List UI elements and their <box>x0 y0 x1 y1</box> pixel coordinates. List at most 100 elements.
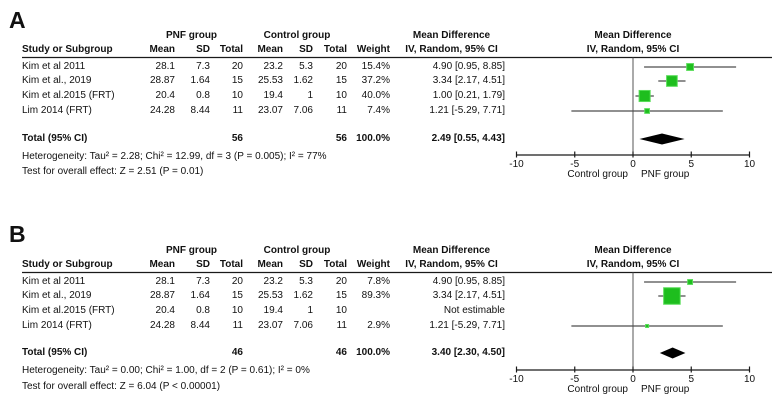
study-column-header: Study or Subgroup <box>22 44 113 55</box>
control-sd: 5.3 <box>299 61 313 72</box>
pnf-total: 15 <box>231 290 243 301</box>
table-row: Kim et al.2015 (FRT) 20.4 0.8 10 19.4 1 … <box>0 305 775 318</box>
pnf-sd: 8.44 <box>190 105 210 116</box>
heterogeneity-row: Heterogeneity: Tau² = 2.28; Chi² = 12.99… <box>0 151 775 164</box>
axis-tick-label: -10 <box>509 159 524 170</box>
pnf-total: 10 <box>231 305 243 316</box>
panel-b-group-header-row: PNF group Control group Mean Difference … <box>0 245 775 258</box>
pnf-sd: 7.3 <box>196 61 210 72</box>
weight-value: 37.2% <box>361 75 390 86</box>
table-row: Kim et al., 2019 28.87 1.64 15 25.53 1.6… <box>0 290 775 303</box>
control-sd: 1.62 <box>293 290 313 301</box>
table-row: Lim 2014 (FRT) 24.28 8.44 11 23.07 7.06 … <box>0 320 775 333</box>
md-ci-value: 1.21 [-5.29, 7.71] <box>429 105 505 116</box>
panel-a-column-header-row: Study or Subgroup Mean SD Total Mean SD … <box>0 44 775 57</box>
axis-tick-label: -10 <box>509 374 524 385</box>
md-ci-value: 4.90 [0.95, 8.85] <box>432 61 505 72</box>
axis-tick-label: 10 <box>744 159 756 170</box>
panel-a-group-header-row: PNF group Control group Mean Difference … <box>0 30 775 43</box>
panel-b-column-header-row: Study or Subgroup Mean SD Total Mean SD … <box>0 259 775 272</box>
md-column-header: Mean Difference <box>412 30 491 41</box>
favours-control-label: Control group <box>567 384 628 395</box>
ci-column-header: IV, Random, 95% CI <box>405 259 498 270</box>
heterogeneity-text: Heterogeneity: Tau² = 0.00; Chi² = 1.00,… <box>22 365 310 376</box>
pnf-mean: 28.87 <box>149 75 175 86</box>
axis-tick-label: 5 <box>688 374 694 385</box>
effect-square <box>663 287 681 305</box>
pnf-total: 11 <box>232 105 243 116</box>
total-weight: 100.0% <box>356 347 390 358</box>
weight-value: 2.9% <box>367 320 390 331</box>
table-row: Kim et al 2011 28.1 7.3 20 23.2 5.3 20 1… <box>0 61 775 74</box>
study-name: Lim 2014 (FRT) <box>22 320 92 331</box>
total-row: Total (95% CI) 56 56 100.0% 2.49 [0.55, … <box>0 133 775 146</box>
total-diamond <box>639 133 685 145</box>
heterogeneity-text: Heterogeneity: Tau² = 2.28; Chi² = 12.99… <box>22 151 327 162</box>
pnf-mean: 24.28 <box>149 105 175 116</box>
effect-square <box>645 324 650 328</box>
axis-tick-label: 0 <box>630 374 636 385</box>
control-total: 10 <box>335 90 347 101</box>
control-mean: 25.53 <box>257 75 283 86</box>
pnf-mean: 20.4 <box>155 90 175 101</box>
plot-header-line1: Mean Difference <box>594 30 672 41</box>
total-md-ci: 3.40 [2.30, 4.50] <box>431 347 505 358</box>
total-control-n: 56 <box>335 133 347 144</box>
mean1-column-header: Mean <box>149 44 175 55</box>
sd2-column-header: SD <box>299 44 313 55</box>
control-mean: 19.4 <box>263 90 283 101</box>
total1-column-header: Total <box>219 259 243 270</box>
study-name: Kim et al 2011 <box>22 61 86 72</box>
axis-group-labels: Control group PNF group <box>0 384 775 397</box>
plot-header-line2: IV, Random, 95% CI <box>586 44 680 55</box>
control-group-header: Control group <box>263 245 331 256</box>
weight-column-header: Weight <box>356 259 390 270</box>
heterogeneity-row: Heterogeneity: Tau² = 0.00; Chi² = 1.00,… <box>0 365 775 378</box>
pnf-sd: 8.44 <box>190 320 210 331</box>
total2-column-header: Total <box>323 44 347 55</box>
weight-value: 89.3% <box>361 290 390 301</box>
control-mean: 23.2 <box>263 61 283 72</box>
control-sd: 1 <box>307 305 313 316</box>
control-total: 20 <box>335 61 347 72</box>
axis-tick-label: 5 <box>688 159 694 170</box>
pnf-sd: 1.64 <box>190 75 210 86</box>
pnf-total: 10 <box>231 90 243 101</box>
pnf-mean: 28.1 <box>155 61 175 72</box>
pnf-total: 20 <box>231 276 243 287</box>
mean1-column-header: Mean <box>149 259 175 270</box>
sd2-column-header: SD <box>299 259 313 270</box>
control-mean: 23.07 <box>257 105 283 116</box>
weight-column-header: Weight <box>356 44 390 55</box>
pnf-sd: 0.8 <box>196 90 210 101</box>
md-ci-value: Not estimable <box>443 305 505 316</box>
control-total: 15 <box>335 75 347 86</box>
total-diamond <box>659 347 686 359</box>
effect-square <box>686 63 695 71</box>
md-ci-value: 3.34 [2.17, 4.51] <box>432 290 505 301</box>
plot-header-line2: IV, Random, 95% CI <box>586 259 680 270</box>
axis-tick-label: -5 <box>570 374 579 385</box>
mean2-column-header: Mean <box>257 44 283 55</box>
study-name: Kim et al.2015 (FRT) <box>22 305 115 316</box>
weight-value: 7.8% <box>367 276 390 287</box>
study-name: Kim et al., 2019 <box>22 290 92 301</box>
pnf-mean: 28.1 <box>155 276 175 287</box>
control-mean: 25.53 <box>257 290 283 301</box>
pnf-total: 15 <box>231 75 243 86</box>
control-group-header: Control group <box>263 30 331 41</box>
weight-value: 15.4% <box>361 61 390 72</box>
pnf-sd: 1.64 <box>190 290 210 301</box>
mean2-column-header: Mean <box>257 259 283 270</box>
table-row: Kim et al.2015 (FRT) 20.4 0.8 10 19.4 1 … <box>0 90 775 103</box>
control-mean: 19.4 <box>263 305 283 316</box>
total-label: Total (95% CI) <box>22 347 88 358</box>
axis-group-labels: Control group PNF group <box>0 169 775 182</box>
favours-pnf-label: PNF group <box>641 384 690 395</box>
effect-square <box>666 75 678 87</box>
axis-tick-label: 10 <box>744 374 756 385</box>
overall-effect-text: Test for overall effect: Z = 2.51 (P = 0… <box>22 166 204 177</box>
control-total: 10 <box>335 305 347 316</box>
effect-square <box>687 279 694 285</box>
